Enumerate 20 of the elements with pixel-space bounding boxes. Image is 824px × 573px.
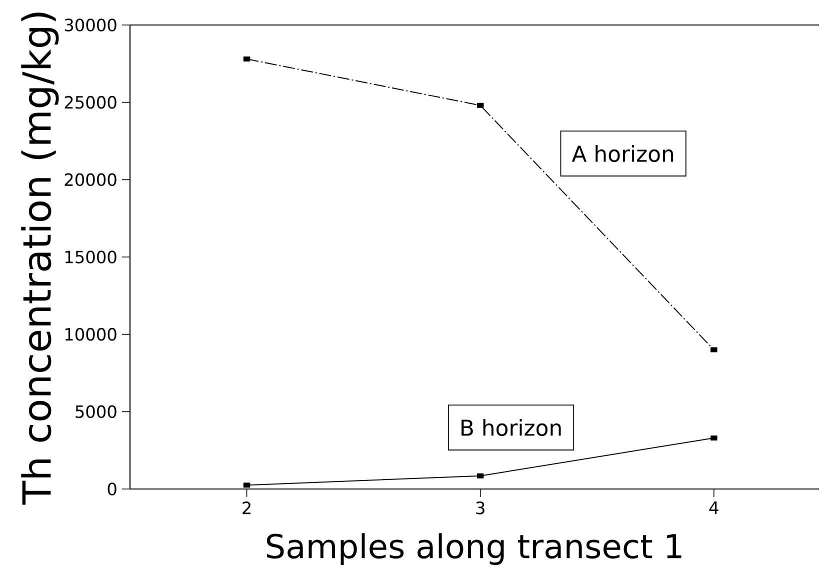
- point: [476, 473, 484, 478]
- y-tick-label: 0: [108, 482, 116, 496]
- series-label: A horizon: [572, 145, 674, 162]
- y-tick-label: 20000: [64, 173, 116, 186]
- y-axis-title: Th concentration (mg/kg): [21, 12, 59, 505]
- y-tick-label: 30000: [64, 18, 116, 32]
- x-tick-label: 3: [476, 502, 484, 514]
- point: [243, 482, 250, 488]
- point: [476, 102, 484, 108]
- x-tick-label: 4: [709, 502, 718, 514]
- x-axis-title: Samples along transect 1: [266, 533, 682, 565]
- y-tick-label: 25000: [64, 96, 116, 109]
- y-tick-label: 15000: [65, 250, 116, 264]
- point: [243, 56, 250, 62]
- point: [710, 435, 718, 440]
- x-tick-label: 2: [242, 502, 250, 514]
- y-tick-label: 10000: [65, 328, 116, 341]
- y-tick-label: 5000: [76, 405, 116, 418]
- series-label: B horizon: [462, 419, 561, 436]
- point: [710, 347, 718, 352]
